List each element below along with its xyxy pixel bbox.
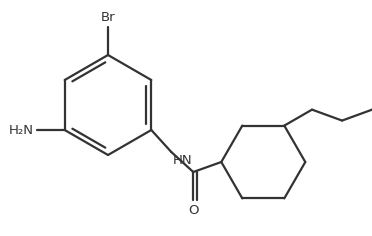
Text: H₂N: H₂N	[9, 123, 34, 136]
Text: HN: HN	[172, 154, 192, 167]
Text: O: O	[188, 204, 199, 217]
Text: Br: Br	[101, 11, 115, 24]
